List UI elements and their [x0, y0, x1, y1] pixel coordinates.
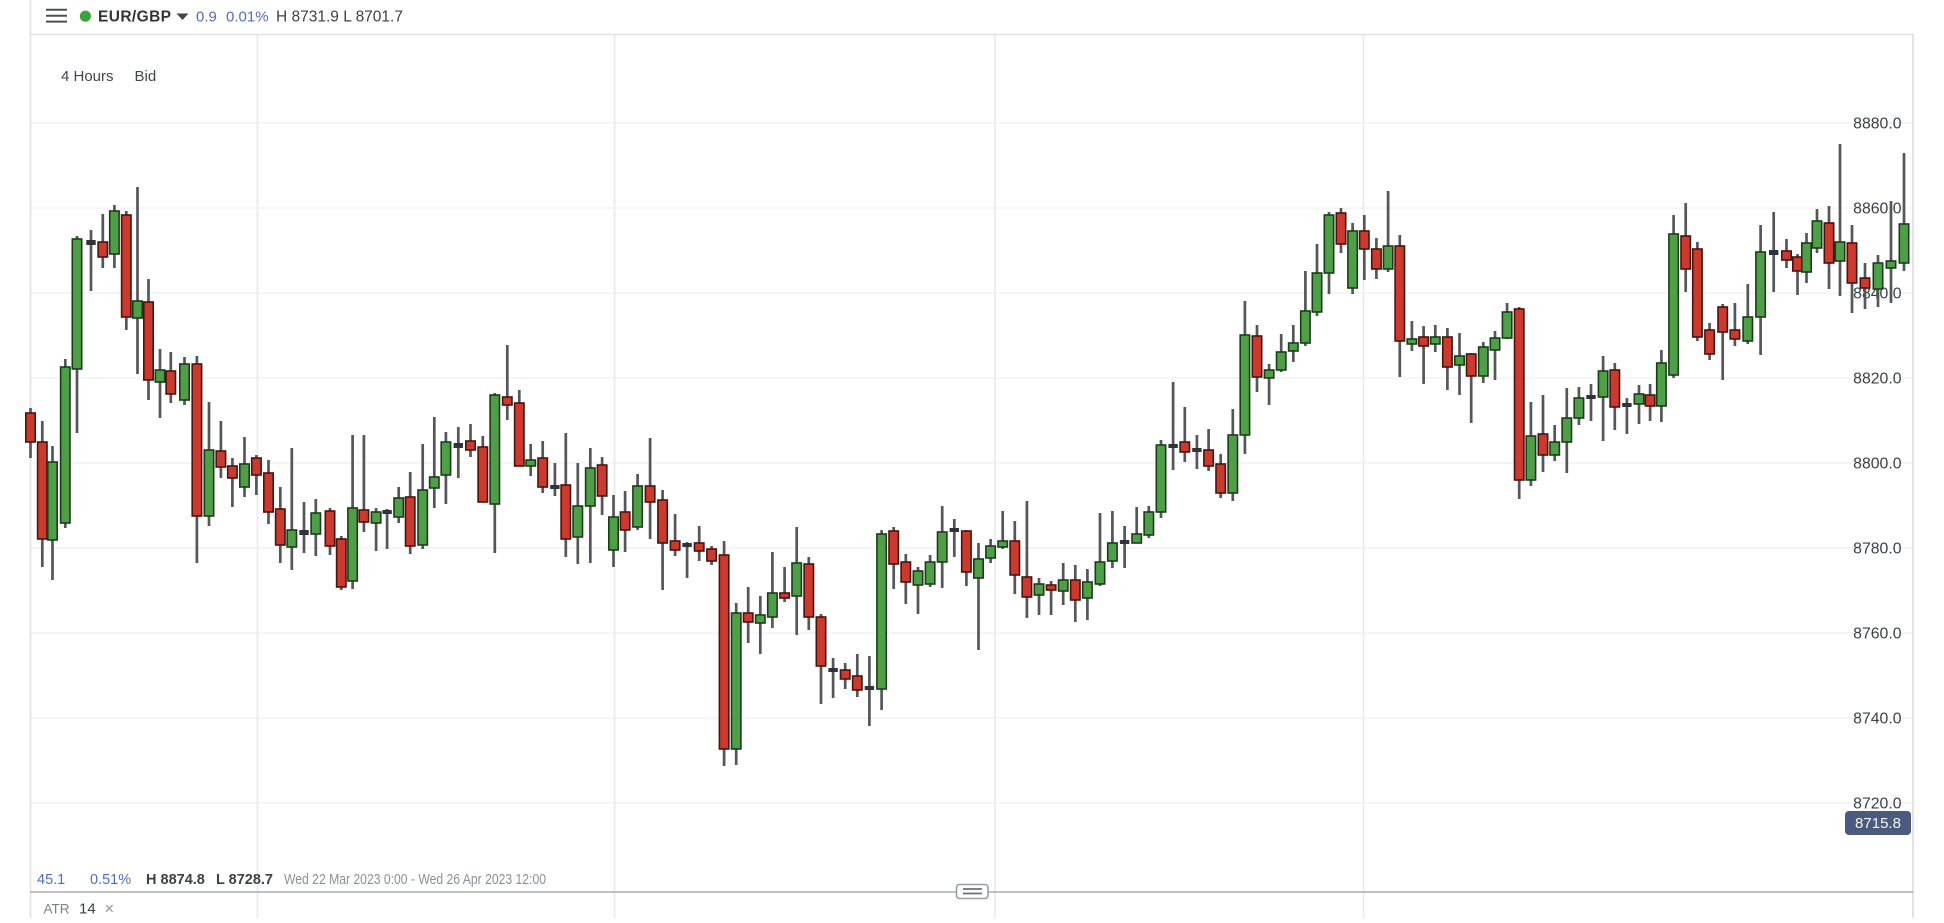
svg-text:14: 14 — [79, 901, 96, 918]
svg-text:8740.0: 8740.0 — [1853, 711, 1902, 728]
svg-text:4 Hours: 4 Hours — [61, 68, 114, 85]
svg-text:8780.0: 8780.0 — [1853, 541, 1902, 558]
svg-text:8820.0: 8820.0 — [1853, 371, 1902, 388]
svg-text:Bid: Bid — [135, 68, 157, 85]
svg-text:EUR/GBP: EUR/GBP — [98, 9, 171, 26]
svg-text:0.9: 0.9 — [196, 9, 217, 26]
svg-text:Wed 22 Mar 2023 0:00 - Wed 26: Wed 22 Mar 2023 0:00 - Wed 26 Apr 2023 1… — [284, 871, 546, 887]
svg-text:8880.0: 8880.0 — [1853, 116, 1902, 133]
svg-text:8800.0: 8800.0 — [1853, 456, 1902, 473]
svg-text:×: × — [105, 900, 115, 918]
svg-text:45.1: 45.1 — [37, 872, 65, 888]
svg-text:8720.0: 8720.0 — [1853, 796, 1902, 813]
svg-text:0.01%: 0.01% — [226, 9, 269, 26]
svg-text:L 8728.7: L 8728.7 — [216, 872, 273, 888]
svg-text:H 8874.8: H 8874.8 — [146, 872, 205, 888]
svg-text:H 8731.9 L 8701.7: H 8731.9 L 8701.7 — [276, 9, 403, 26]
svg-text:8860.0: 8860.0 — [1853, 201, 1902, 218]
svg-text:8715.8: 8715.8 — [1855, 815, 1901, 832]
svg-text:0.51%: 0.51% — [90, 872, 131, 888]
svg-text:ATR: ATR — [44, 902, 70, 917]
svg-text:8760.0: 8760.0 — [1853, 626, 1902, 643]
